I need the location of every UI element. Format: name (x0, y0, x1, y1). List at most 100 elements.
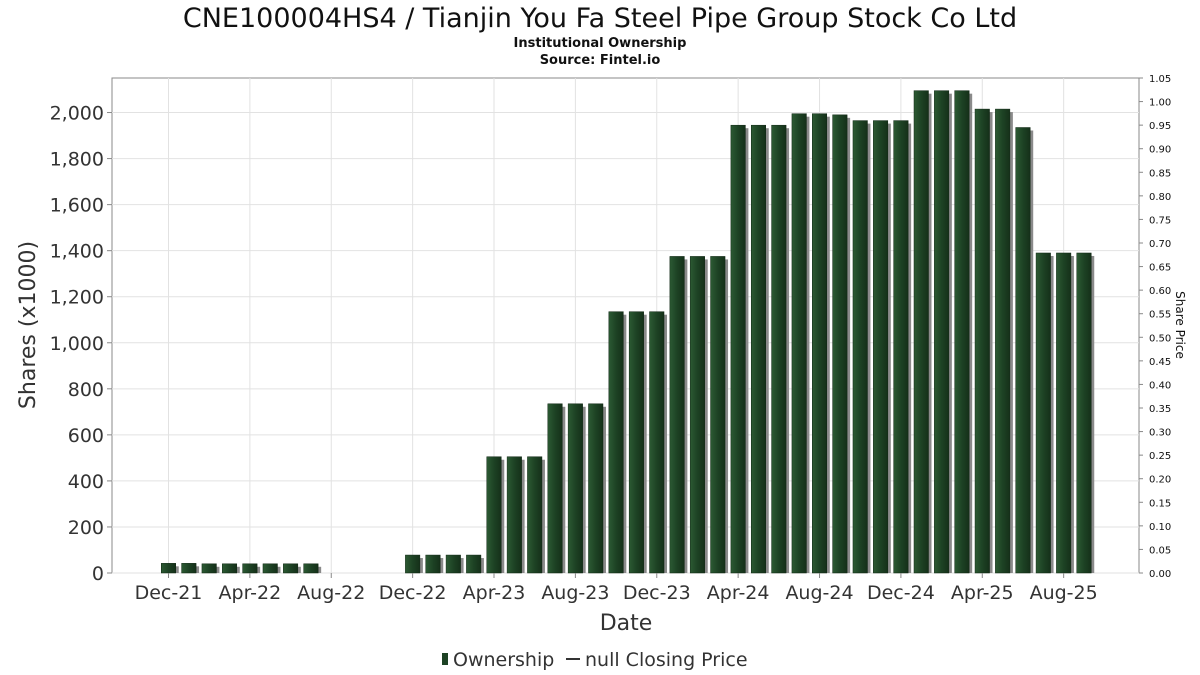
y2-tick-label: 0.20 (1149, 475, 1171, 486)
ownership-bar (689, 256, 705, 574)
y2-tick-label: 0.80 (1149, 192, 1171, 203)
x-tick-label: Apr-24 (707, 582, 770, 604)
y2-tick-label: 0.95 (1149, 121, 1171, 132)
x-axis: Dec-21 Apr-22 Aug-22 Dec-22 Apr-23 Aug-23 Dec-… (135, 573, 1098, 604)
y-tick-label: 1,600 (50, 195, 104, 217)
x-tick-label: Aug-23 (541, 582, 609, 604)
y2-axis-label: Share Price (1173, 291, 1187, 359)
ownership-bar (1056, 252, 1072, 574)
ownership-bar (873, 120, 889, 574)
y2-tick-label: 0.15 (1149, 498, 1171, 509)
y2-tick-label: 0.35 (1149, 404, 1171, 415)
ownership-bar (486, 456, 502, 574)
ownership-bar (669, 256, 685, 574)
y2-tick-label: 0.85 (1149, 168, 1171, 179)
ownership-bar (527, 456, 543, 574)
ownership-bar (283, 563, 299, 574)
x-tick-label: Aug-22 (297, 582, 365, 604)
x-tick-label: Aug-24 (785, 582, 853, 604)
ownership-bar (934, 90, 950, 574)
ownership-bar (771, 124, 787, 574)
y-axis-right: 0.00 0.05 0.10 0.15 0.20 0.25 0.30 0.35 0.40 0.45… (1139, 74, 1171, 580)
y2-tick-label: 0.90 (1149, 145, 1171, 156)
y2-tick-label: 0.40 (1149, 380, 1171, 391)
ownership-bar (710, 256, 726, 574)
x-tick-label: Apr-23 (463, 582, 526, 604)
chart-subtitle-1: Institutional Ownership (514, 36, 687, 51)
ownership-bar (649, 311, 665, 574)
ownership-bar (750, 124, 766, 574)
ownership-bar (242, 563, 258, 574)
x-tick-label: Dec-21 (135, 582, 203, 604)
ownership-bars (161, 90, 1095, 574)
ownership-bar (893, 120, 909, 574)
ownership-bar (466, 554, 482, 574)
ownership-bar (506, 456, 522, 574)
chart-title: CNE100004HS4 / Tianjin You Fa Steel Pipe… (183, 3, 1017, 34)
y-tick-label: 1,000 (50, 333, 104, 355)
ownership-bar (1015, 127, 1031, 574)
ownership-bar (995, 108, 1011, 574)
y2-tick-label: 0.45 (1149, 357, 1171, 368)
y2-tick-label: 0.25 (1149, 451, 1171, 462)
x-tick-label: Dec-22 (379, 582, 447, 604)
legend-ownership-label: Ownership (453, 649, 554, 671)
ownership-bar (567, 403, 583, 574)
y-tick-label: 1,800 (50, 149, 104, 171)
y2-tick-label: 0.65 (1149, 263, 1171, 274)
ownership-bar (161, 563, 176, 574)
ownership-bar (913, 90, 929, 574)
y-tick-label: 800 (68, 379, 104, 401)
ownership-bar (201, 563, 217, 574)
y-axis-left: 0 200 400 600 800 1,000 1,200 1,400 1,600 1,800 2,… (50, 103, 112, 585)
ownership-bar (832, 114, 848, 574)
y-tick-label: 1,200 (50, 287, 104, 309)
ownership-bar (730, 124, 746, 574)
y-tick-label: 400 (68, 471, 104, 493)
legend-ownership-swatch (442, 653, 448, 665)
ownership-bar (812, 113, 828, 574)
y-tick-label: 600 (68, 425, 104, 447)
x-tick-label: Dec-24 (867, 582, 935, 604)
y-tick-label: 1,400 (50, 241, 104, 263)
ownership-bar (608, 311, 624, 574)
ownership-bar (425, 554, 441, 574)
ownership-bar (181, 563, 197, 574)
ownership-bar (974, 108, 990, 574)
y2-tick-label: 0.55 (1149, 310, 1171, 321)
y-axis-label: Shares (x1000) (16, 241, 41, 409)
ownership-bar (628, 311, 644, 574)
y2-tick-label: 0.50 (1149, 333, 1171, 344)
y2-tick-label: 1.00 (1149, 98, 1171, 109)
ownership-bar (954, 90, 970, 574)
ownership-bar (1076, 252, 1092, 574)
y-tick-label: 0 (92, 563, 104, 585)
y2-tick-label: 1.05 (1149, 74, 1171, 85)
ownership-bar (588, 403, 604, 574)
ownership-bar (852, 120, 868, 574)
y2-tick-label: 0.10 (1149, 522, 1171, 533)
x-tick-label: Dec-23 (623, 582, 691, 604)
legend-price-label: null Closing Price (585, 649, 748, 671)
x-tick-label: Apr-22 (219, 582, 282, 604)
x-tick-label: Aug-25 (1030, 582, 1098, 604)
y2-tick-label: 0.30 (1149, 428, 1171, 439)
y2-tick-label: 0.75 (1149, 215, 1171, 226)
ownership-bar (445, 554, 461, 574)
ownership-bar (791, 113, 807, 574)
ownership-bar (405, 554, 421, 574)
chart-subtitle-2: Source: Fintel.io (540, 53, 661, 68)
y-tick-label: 2,000 (50, 103, 104, 125)
y2-tick-label: 0.05 (1149, 545, 1171, 556)
y2-tick-label: 0.70 (1149, 239, 1171, 250)
legend: Ownership null Closing Price (442, 649, 748, 671)
x-axis-label: Date (600, 611, 653, 636)
ownership-bar (1035, 252, 1051, 574)
ownership-bar (262, 563, 278, 574)
ownership-bar (547, 403, 563, 574)
y2-tick-label: 0.00 (1149, 569, 1171, 580)
x-tick-label: Apr-25 (951, 582, 1014, 604)
ownership-bar (222, 563, 238, 574)
y2-tick-label: 0.60 (1149, 286, 1171, 297)
